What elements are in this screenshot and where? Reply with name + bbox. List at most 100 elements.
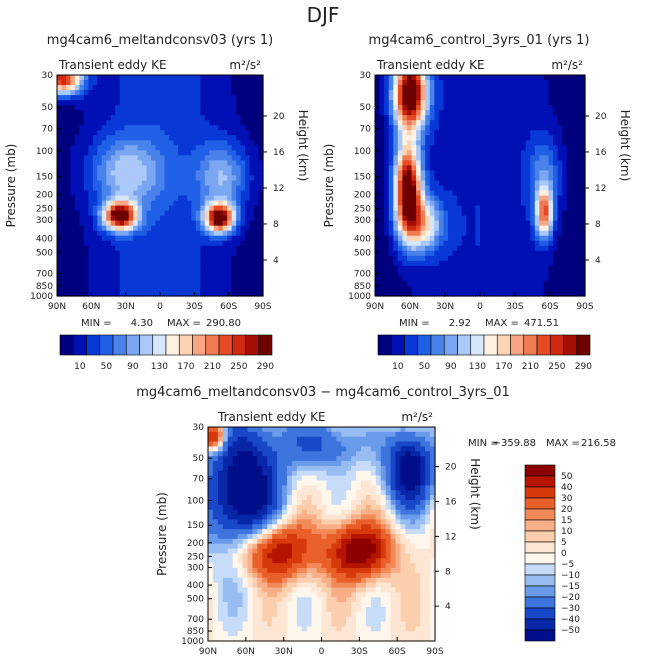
heatmap-cell (106, 110, 112, 116)
heatmap-cell (543, 95, 550, 101)
heatmap-cell (397, 125, 403, 131)
heatmap-cell (164, 90, 170, 96)
heatmap-cell (173, 290, 179, 297)
heatmap-cell (186, 165, 192, 172)
heatmap-cell (151, 125, 157, 131)
colorbar-box (549, 334, 564, 356)
heatmap-cell (571, 235, 577, 242)
heatmap-cell (548, 240, 554, 247)
heatmap-cell (543, 155, 550, 161)
heatmap-cell (521, 205, 527, 212)
heatmap-cell (240, 220, 246, 227)
heatmap-cell (425, 95, 431, 101)
heatmap-cell (110, 260, 116, 267)
heatmap-cell (182, 130, 188, 136)
panel-subtitle: Transient eddy KE (376, 58, 485, 72)
heatmap-cell (306, 446, 313, 452)
heatmap-cell (128, 230, 134, 237)
heatmap-cell (331, 451, 337, 457)
heatmap-cell (231, 240, 237, 247)
heatmap-cell (493, 245, 499, 252)
heatmap-cell (106, 235, 112, 242)
heatmap-cell (70, 175, 76, 182)
heatmap-cell (262, 475, 268, 482)
heatmap-cell (461, 290, 467, 297)
heatmap-cell (543, 220, 550, 227)
heatmap-cell (566, 280, 572, 287)
heatmap-cell (115, 95, 121, 101)
heatmap-cell (227, 95, 233, 101)
heatmap-cell (231, 255, 237, 262)
heatmap-cell (245, 185, 251, 192)
heatmap-cell (267, 436, 273, 443)
heatmap-cell (177, 145, 183, 151)
heatmap-cell (83, 250, 89, 257)
heatmap-cell (124, 95, 130, 101)
heatmap-cell (247, 499, 254, 506)
heatmap-cell (379, 170, 385, 177)
heatmap-cell (397, 285, 403, 292)
heatmap-cell (385, 436, 392, 443)
heatmap-cell (405, 480, 411, 486)
heatmap-cell (258, 175, 264, 182)
heatmap-cell (430, 475, 436, 482)
heatmap-cell (566, 225, 572, 232)
heatmap-cell (484, 170, 490, 177)
heatmap-cell (222, 245, 228, 252)
heatmap-cell (97, 270, 103, 277)
heatmap-cell (151, 250, 157, 257)
heatmap-cell (525, 105, 531, 111)
heatmap-cell (151, 280, 157, 287)
heatmap-cell (562, 130, 568, 136)
heatmap-cell (213, 75, 219, 81)
heatmap-cell (57, 260, 63, 267)
heatmap-cell (543, 240, 550, 247)
heatmap-cell (543, 160, 550, 167)
heatmap-cell (411, 110, 417, 116)
heatmap-cell (489, 210, 495, 217)
heatmap-cell (254, 290, 260, 297)
heatmap-cell (212, 451, 219, 457)
heatmap-cell (258, 285, 264, 292)
heatmap-cell (182, 165, 188, 172)
heatmap-cell (402, 270, 408, 277)
heatmap-cell (571, 170, 577, 177)
heatmap-cell (379, 205, 385, 212)
heatmap-cell (507, 160, 513, 167)
heatmap-cell (384, 245, 390, 252)
heatmap-cell (511, 265, 518, 272)
heatmap-cell (236, 290, 242, 297)
heatmap-cell (402, 125, 408, 131)
heatmap-cell (277, 456, 283, 462)
heatmap-cell (209, 215, 215, 222)
heatmap-cell (168, 200, 175, 207)
heatmap-cell (388, 290, 394, 297)
heatmap-cell (489, 85, 495, 91)
heatmap-cell (57, 195, 63, 202)
heatmap-cell (110, 225, 116, 232)
heatmap-cell (575, 90, 582, 96)
heatmap-cell (240, 165, 246, 172)
heatmap-cell (331, 465, 337, 472)
heatmap-cell (397, 240, 403, 247)
heatmap-cell (530, 90, 536, 96)
heatmap-cell (321, 427, 328, 433)
heatmap-cell (173, 240, 179, 247)
heatmap-cell (530, 225, 536, 232)
heatmap-cell (553, 285, 559, 292)
heatmap-cell (146, 255, 152, 262)
heatmap-cell (262, 436, 268, 443)
heatmap-cell (83, 80, 89, 86)
heatmap-cell (92, 100, 98, 106)
heatmap-cell (245, 155, 251, 161)
heatmap-cell (245, 275, 251, 282)
heatmap-cell (511, 150, 518, 156)
heatmap-cell (438, 245, 445, 252)
heatmap-cell (142, 260, 148, 267)
heatmap-cell (186, 145, 192, 151)
heatmap-cell (168, 150, 175, 156)
heatmap-cell (92, 170, 98, 177)
heatmap-cell (553, 140, 559, 146)
heatmap-cell (539, 100, 545, 106)
